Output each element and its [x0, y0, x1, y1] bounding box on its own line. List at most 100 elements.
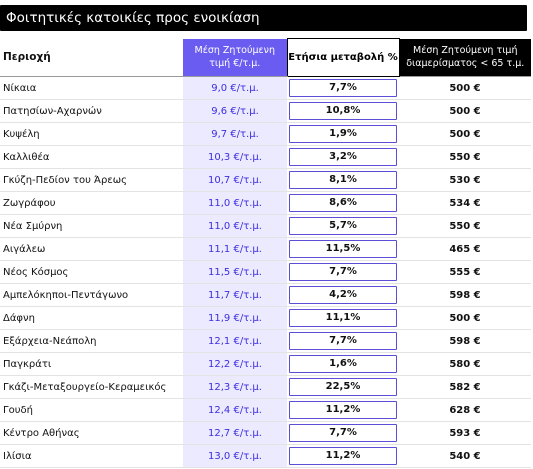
rent-cell: 598 € [399, 329, 531, 353]
rent-cell: 500 € [399, 122, 531, 146]
change-cell: 11,5% [287, 237, 399, 261]
price-cell: 10,3 €/τ.μ. [183, 145, 287, 169]
table-row: Νέα Σμύρνη 11,0 €/τ.μ. 5,7% 550 € [0, 214, 531, 238]
price-cell: 13,0 €/τ.μ. [183, 444, 287, 468]
rent-cell: 593 € [399, 421, 531, 445]
change-cell: 7,7% [287, 329, 399, 353]
change-cell: 11,2% [287, 398, 399, 422]
table-row: Νέος Κόσμος 11,5 €/τ.μ. 7,7% 555 € [0, 260, 531, 284]
area-cell: Καλλιθέα [0, 145, 183, 169]
price-cell: 11,0 €/τ.μ. [183, 214, 287, 238]
rent-header-line1: Μέση Ζητούμενη τιμή [413, 45, 518, 57]
rent-cell: 540 € [399, 444, 531, 468]
change-cell: 7,7% [287, 76, 399, 100]
area-cell: Νίκαια [0, 76, 183, 100]
table-row: Ιλίσια 13,0 €/τ.μ. 11,2% 540 € [0, 444, 531, 468]
area-cell: Δάφνη [0, 306, 183, 330]
area-cell: Παγκράτι [0, 352, 183, 376]
rent-cell: 465 € [399, 237, 531, 261]
rent-cell: 500 € [399, 76, 531, 100]
change-value: 7,7% [289, 79, 397, 97]
price-cell: 12,7 €/τ.μ. [183, 421, 287, 445]
table-row: Κυψέλη 9,7 €/τ.μ. 1,9% 500 € [0, 122, 531, 146]
price-cell: 12,1 €/τ.μ. [183, 329, 287, 353]
rent-cell: 580 € [399, 352, 531, 376]
table-row: Γκάζι-Μεταξουργείο-Κεραμεικός 12,3 €/τ.μ.… [0, 375, 531, 399]
area-cell: Γκύζη-Πεδίον του Άρεως [0, 168, 183, 192]
area-cell: Αιγάλεω [0, 237, 183, 261]
change-value: 7,7% [289, 424, 397, 442]
change-value: 3,2% [289, 148, 397, 166]
rent-cell: 500 € [399, 99, 531, 123]
change-value: 7,7% [289, 332, 397, 350]
rent-cell: 500 € [399, 306, 531, 330]
change-cell: 8,6% [287, 191, 399, 215]
area-cell: Γκάζι-Μεταξουργείο-Κεραμεικός [0, 375, 183, 399]
table-row: Ζωγράφου 11,0 €/τ.μ. 8,6% 534 € [0, 191, 531, 215]
column-header-rent: Μέση Ζητούμενη τιμή διαμερίσματος < 65 τ… [399, 38, 531, 77]
area-cell: Γουδή [0, 398, 183, 422]
area-cell: Ιλίσια [0, 444, 183, 468]
rent-cell: 555 € [399, 260, 531, 284]
table-row: Εξάρχεια-Νεάπολη 12,1 €/τ.μ. 7,7% 598 € [0, 329, 531, 353]
change-value: 1,6% [289, 355, 397, 373]
change-value: 11,2% [289, 447, 397, 465]
table-title: Φοιτητικές κατοικίες προς ενοικίαση [0, 5, 527, 31]
price-cell: 12,2 €/τ.μ. [183, 352, 287, 376]
rent-header-line2: διαμερίσματος < 65 τ.μ. [406, 58, 525, 70]
change-cell: 8,1% [287, 168, 399, 192]
table-row: Γκύζη-Πεδίον του Άρεως 10,7 €/τ.μ. 8,1% 530… [0, 168, 531, 192]
rent-cell: 598 € [399, 283, 531, 307]
table-row: Κέντρο Αθήνας 12,7 €/τ.μ. 7,7% 593 € [0, 421, 531, 445]
change-value: 8,1% [289, 171, 397, 189]
change-value: 8,6% [289, 194, 397, 212]
price-cell: 12,4 €/τ.μ. [183, 398, 287, 422]
area-cell: Αμπελόκηποι-Πεντάγωνο [0, 283, 183, 307]
change-cell: 7,7% [287, 421, 399, 445]
change-value: 5,7% [289, 217, 397, 235]
change-cell: 11,2% [287, 444, 399, 468]
area-cell: Εξάρχεια-Νεάπολη [0, 329, 183, 353]
rent-cell: 550 € [399, 145, 531, 169]
change-value: 1,9% [289, 125, 397, 143]
table-row: Αιγάλεω 11,1 €/τ.μ. 11,5% 465 € [0, 237, 531, 261]
table-row: Καλλιθέα 10,3 €/τ.μ. 3,2% 550 € [0, 145, 531, 169]
price-cell: 11,7 €/τ.μ. [183, 283, 287, 307]
change-cell: 3,2% [287, 145, 399, 169]
change-value: 22,5% [289, 378, 397, 396]
change-cell: 22,5% [287, 375, 399, 399]
price-cell: 12,3 €/τ.μ. [183, 375, 287, 399]
change-cell: 5,7% [287, 214, 399, 238]
table-row: Πατησίων-Αχαρνών 9,6 €/τ.μ. 10,8% 500 € [0, 99, 531, 123]
change-value: 10,8% [289, 102, 397, 120]
change-value: 11,5% [289, 240, 397, 258]
area-cell: Κέντρο Αθήνας [0, 421, 183, 445]
change-cell: 4,2% [287, 283, 399, 307]
price-cell: 11,1 €/τ.μ. [183, 237, 287, 261]
rent-cell: 534 € [399, 191, 531, 215]
rentals-table: Περιοχή Μέση Ζητούμενη τιμή €/τ.μ. Ετήσι… [0, 38, 531, 468]
change-cell: 7,7% [287, 260, 399, 284]
area-cell: Νέα Σμύρνη [0, 214, 183, 238]
price-cell: 11,5 €/τ.μ. [183, 260, 287, 284]
change-cell: 1,6% [287, 352, 399, 376]
change-cell: 1,9% [287, 122, 399, 146]
rent-cell: 582 € [399, 375, 531, 399]
header-row: Περιοχή Μέση Ζητούμενη τιμή €/τ.μ. Ετήσι… [0, 38, 531, 77]
table-row: Παγκράτι 12,2 €/τ.μ. 1,6% 580 € [0, 352, 531, 376]
change-value: 7,7% [289, 263, 397, 281]
table-row: Δάφνη 11,9 €/τ.μ. 11,1% 500 € [0, 306, 531, 330]
table-row: Αμπελόκηποι-Πεντάγωνο 11,7 €/τ.μ. 4,2% 598 … [0, 283, 531, 307]
change-value: 11,1% [289, 309, 397, 327]
price-header-line2: τιμή €/τ.μ. [209, 58, 261, 70]
rent-cell: 530 € [399, 168, 531, 192]
price-cell: 9,7 €/τ.μ. [183, 122, 287, 146]
price-header-line1: Μέση Ζητούμενη [194, 45, 275, 57]
rent-cell: 628 € [399, 398, 531, 422]
price-cell: 11,9 €/τ.μ. [183, 306, 287, 330]
rent-cell: 550 € [399, 214, 531, 238]
change-cell: 10,8% [287, 99, 399, 123]
area-cell: Πατησίων-Αχαρνών [0, 99, 183, 123]
table-row: Νίκαια 9,0 €/τ.μ. 7,7% 500 € [0, 76, 531, 100]
price-cell: 9,0 €/τ.μ. [183, 76, 287, 100]
